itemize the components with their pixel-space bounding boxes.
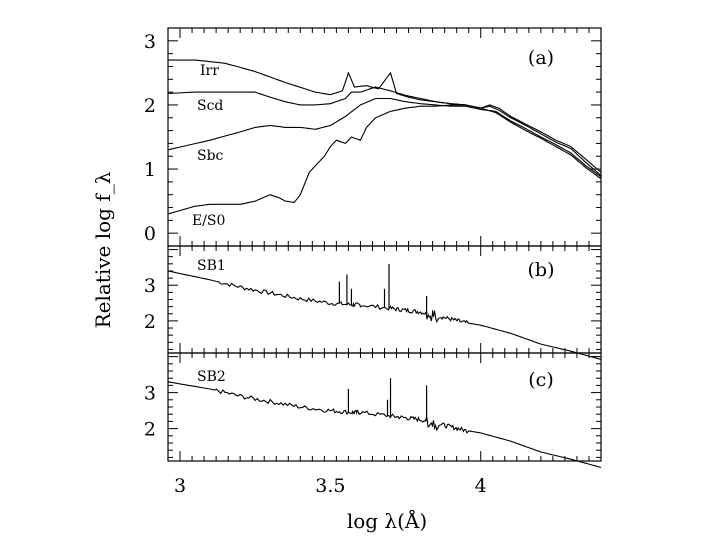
y-tick-label: 3	[144, 383, 156, 405]
panel-tag: (b)	[528, 259, 555, 281]
series-label: Sbc	[197, 148, 224, 164]
y-tick-label: 2	[144, 311, 156, 333]
x-axis-title: log λ(Å)	[347, 508, 427, 533]
y-tick-label: 1	[144, 159, 156, 181]
panel-1: 2 3 SB1 (b)	[144, 245, 602, 360]
y-tick-label: 2	[144, 95, 156, 117]
series-line-sbc	[167, 97, 602, 178]
panel-tag: (a)	[528, 47, 554, 69]
series-label: SB2	[197, 369, 226, 385]
y-tick-label: 0	[144, 223, 156, 245]
series-label: E/S0	[192, 213, 225, 229]
series-line-sb2	[167, 381, 602, 469]
panel-2: 2 3 SB2 (c)	[144, 352, 602, 469]
series-line-irr	[168, 59, 602, 173]
y-tick-label: 2	[144, 419, 156, 441]
series-label: Scd	[197, 98, 223, 114]
series-line-sb1	[167, 270, 602, 360]
series-label: Irr	[200, 63, 219, 79]
y-tick-label: 3	[144, 275, 156, 297]
series-line-scd	[167, 86, 602, 176]
y-axis-title: Relative log f_λ	[91, 171, 115, 328]
plot-panels: 0 1 2 3 Irr Scd Sbc E/S0 (a) 2 3 SB1 (b) 2 3 SB2 (c) 3 3.5…	[144, 27, 602, 497]
panel-tag: (c)	[528, 369, 553, 391]
x-tick-label: 3	[174, 475, 186, 497]
series-label: SB1	[197, 258, 226, 274]
y-tick-label: 3	[144, 31, 156, 53]
x-tick-label: 4	[475, 475, 487, 497]
series-line-es0	[167, 104, 602, 215]
x-tick-label: 3.5	[315, 475, 345, 497]
panel-0: 0 1 2 3 Irr Scd Sbc E/S0 (a)	[144, 27, 602, 247]
